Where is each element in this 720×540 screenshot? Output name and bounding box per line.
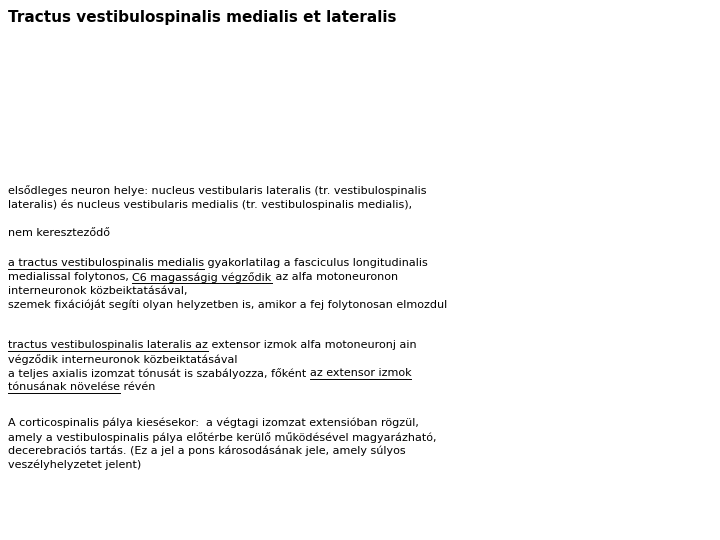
Text: veszélyhelyzetet jelent): veszélyhelyzetet jelent) (8, 460, 141, 470)
Text: elsődleges neuron helye: nucleus vestibularis lateralis (tr. vestibulospinalis: elsődleges neuron helye: nucleus vestibu… (8, 185, 426, 196)
Text: az extensor izmok: az extensor izmok (310, 368, 411, 378)
Text: tractus vestibulospinalis lateralis az: tractus vestibulospinalis lateralis az (8, 340, 208, 350)
Text: Tractus vestibulospinalis medialis et lateralis: Tractus vestibulospinalis medialis et la… (8, 10, 397, 25)
Text: nem kereszteződő: nem kereszteződő (8, 228, 110, 238)
Text: interneuronok közbeiktatásával,: interneuronok közbeiktatásával, (8, 286, 187, 296)
Text: A corticospinalis pálya kiesésekor:  a végtagi izomzat extensióban rögzül,: A corticospinalis pálya kiesésekor: a vé… (8, 418, 419, 429)
Text: medialissal folytonos,: medialissal folytonos, (8, 272, 132, 282)
Text: révén: révén (120, 382, 156, 392)
Text: szemek fixációját segíti olyan helyzetben is, amikor a fej folytonosan elmozdul: szemek fixációját segíti olyan helyzetbe… (8, 300, 447, 310)
Text: az alfa motoneuronon: az alfa motoneuronon (271, 272, 397, 282)
Text: a teljes axialis izomzat tónusát is szabályozza, főként: a teljes axialis izomzat tónusát is szab… (8, 368, 310, 379)
Text: decerebraciós tartás. (Ez a jel a pons károsodásának jele, amely súlyos: decerebraciós tartás. (Ez a jel a pons k… (8, 446, 405, 456)
Text: lateralis) és nucleus vestibularis medialis (tr. vestibulospinalis medialis),: lateralis) és nucleus vestibularis media… (8, 199, 412, 210)
Text: amely a vestibulospinalis pálya előtérbe kerülő működésével magyarázható,: amely a vestibulospinalis pálya előtérbe… (8, 432, 436, 443)
Text: tónusának növelése: tónusának növelése (8, 382, 120, 392)
Text: a tractus vestibulospinalis medialis: a tractus vestibulospinalis medialis (8, 258, 204, 268)
Text: végződik interneuronok közbeiktatásával: végződik interneuronok közbeiktatásával (8, 354, 238, 365)
Text: gyakorlatilag a fasciculus longitudinalis: gyakorlatilag a fasciculus longitudinali… (204, 258, 428, 268)
Text: C6 magasságig végződik: C6 magasságig végződik (132, 272, 271, 283)
Text: extensor izmok alfa motoneuronj ain: extensor izmok alfa motoneuronj ain (208, 340, 416, 350)
